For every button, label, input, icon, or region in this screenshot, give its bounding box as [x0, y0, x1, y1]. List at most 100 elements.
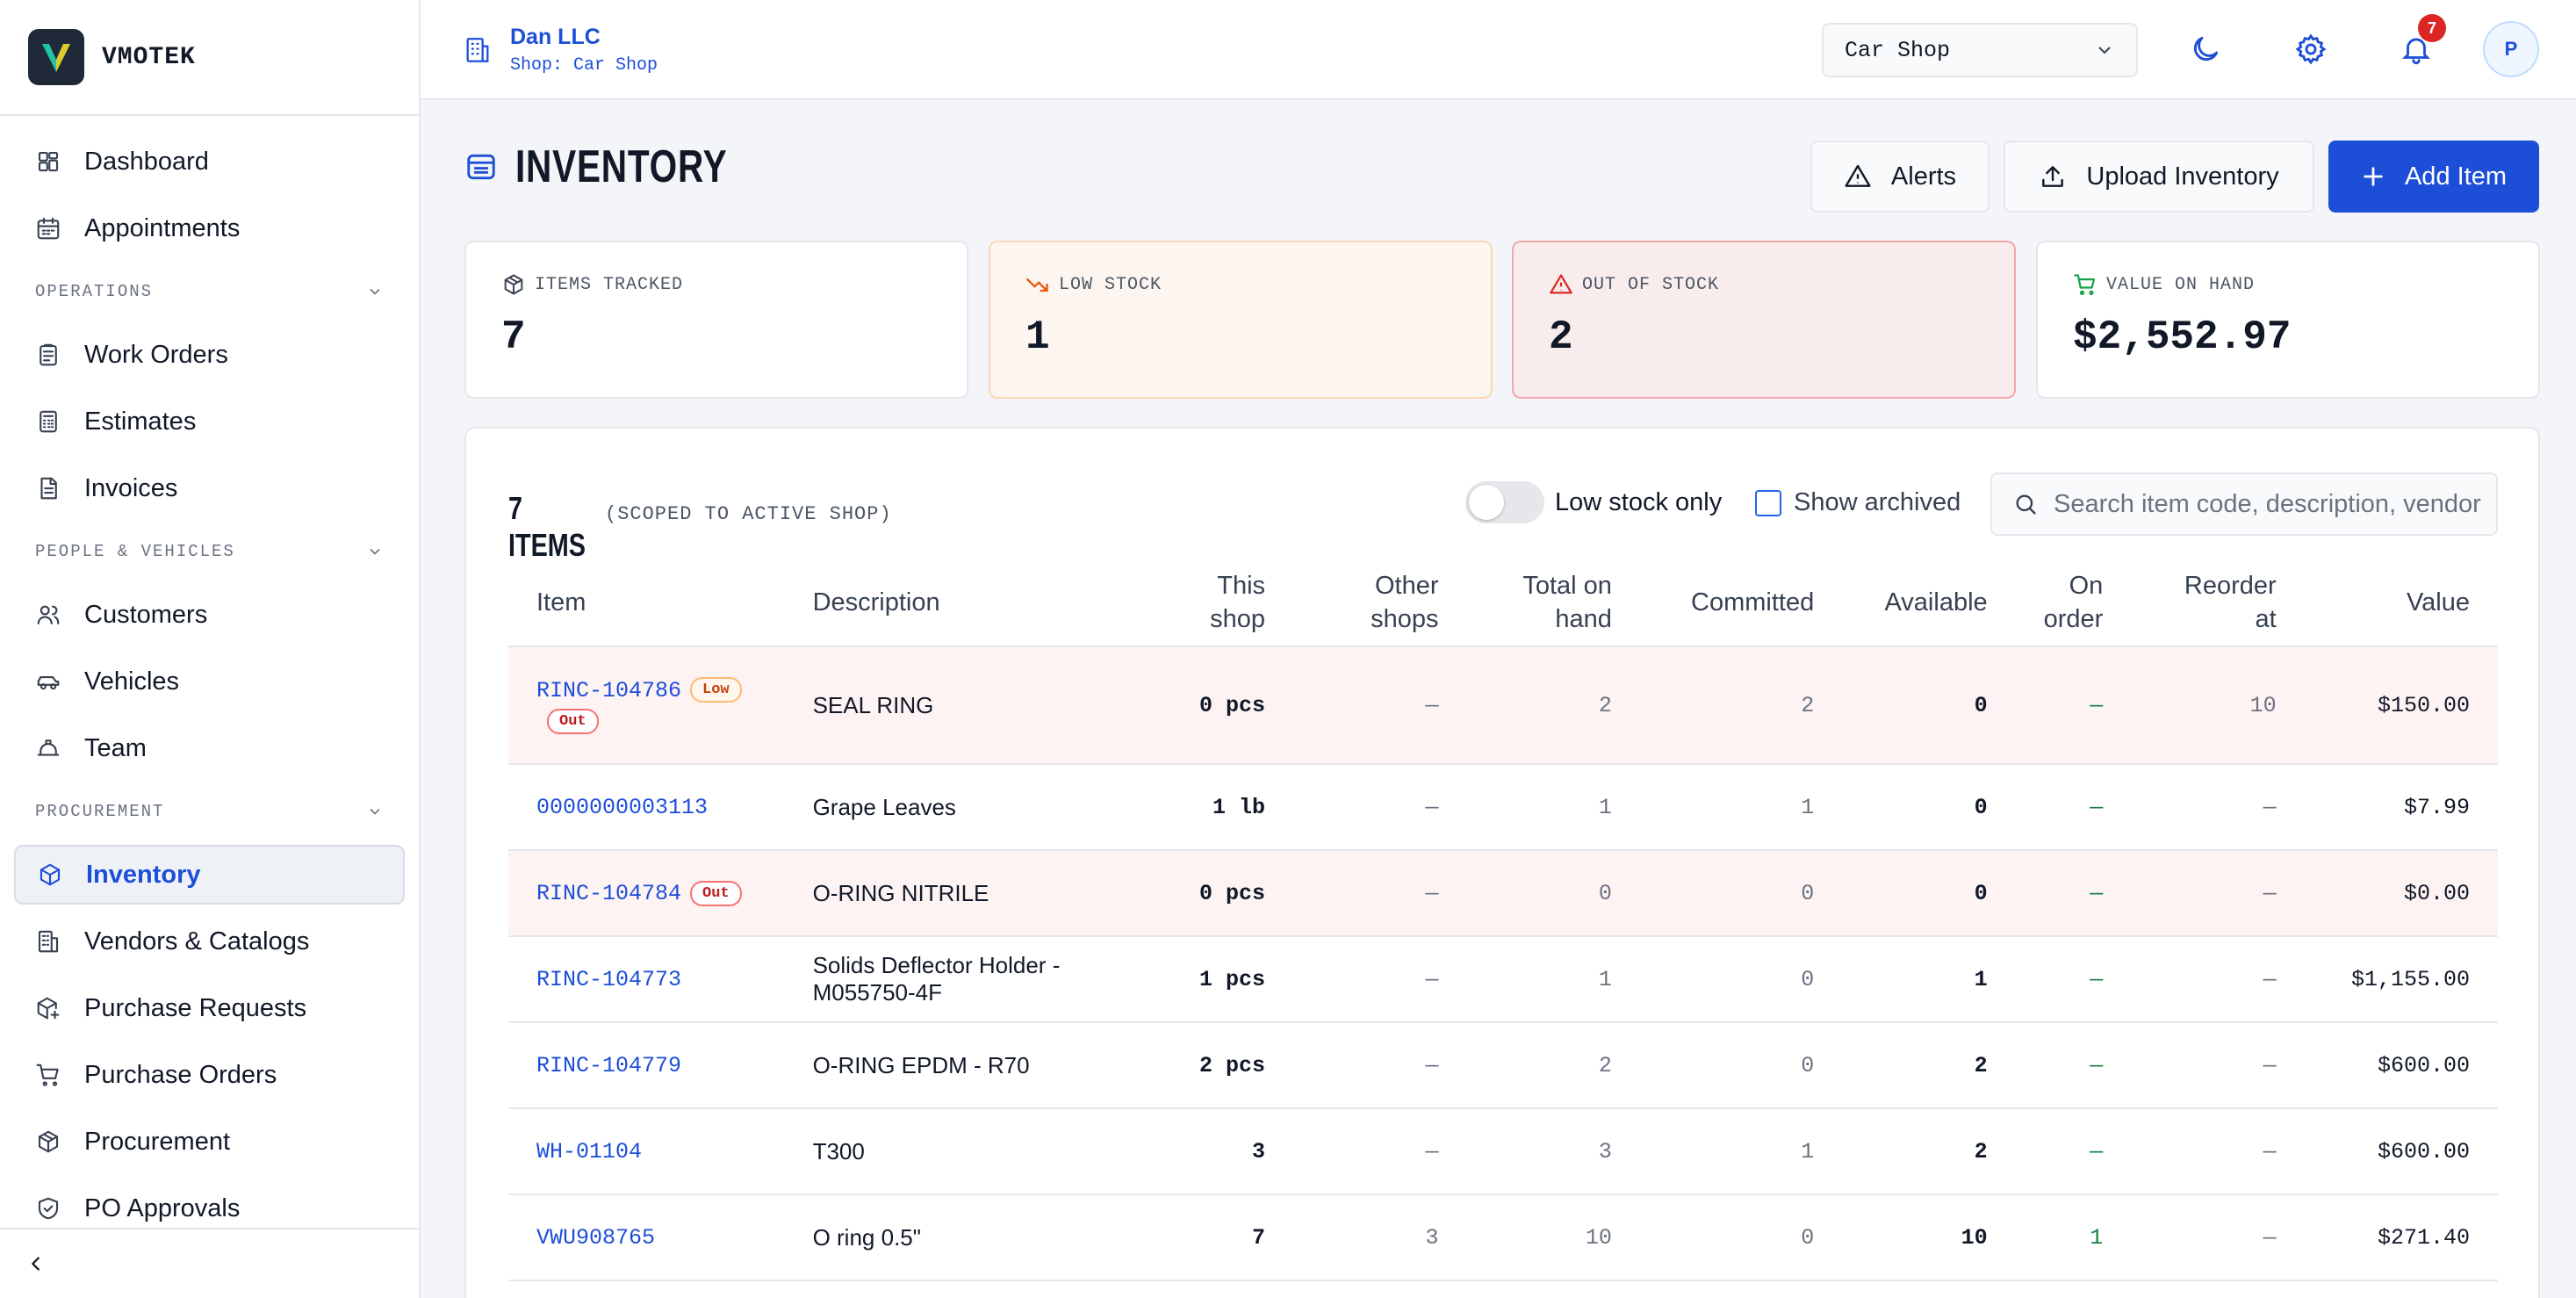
sidebar-item-inventory[interactable]: Inventory: [14, 845, 405, 905]
table-row[interactable]: RINC-104779 O-RING EPDM - R70 2 pcs —2 0 2— — $…: [508, 1022, 2498, 1109]
brand-name: VMOTEK: [102, 43, 196, 71]
cell-total: 3: [1438, 1108, 1612, 1195]
cell-item: RINC-104773: [508, 936, 813, 1023]
add-item-button[interactable]: Add Item: [2328, 141, 2539, 213]
column-header-line: order: [2043, 604, 2104, 633]
table-row[interactable]: 0000000003113 Grape Leaves 1 lb —1 1 0— — $7.99: [508, 764, 2498, 851]
item-code-link[interactable]: RINC-104773: [536, 967, 682, 992]
item-code-link[interactable]: RINC-104784: [536, 881, 682, 906]
settings-button[interactable]: [2286, 25, 2335, 74]
cell-other-shops: —: [1265, 1022, 1439, 1109]
gear-icon: [2295, 33, 2327, 65]
table-row[interactable]: WH-01104 T300 3—3 1 2— — $600.00: [508, 1108, 2498, 1195]
sidebar-item-estimates[interactable]: Estimates: [14, 392, 405, 451]
sidebar-item-invoices[interactable]: Invoices: [14, 458, 405, 518]
search-input[interactable]: [2054, 489, 2493, 519]
table-row[interactable]: RINC-104786 Low Out SEAL RING 0 pcs —2 2 0—10 $1…: [508, 646, 2498, 765]
sidebar-item-label: Vehicles: [84, 667, 180, 696]
top-header: Dan LLC Shop: Car Shop Car Shop 7 P: [421, 0, 2576, 100]
collapse-sidebar-button[interactable]: [0, 1228, 419, 1298]
cell-reorder: —: [2103, 764, 2277, 851]
cart-icon: [2074, 274, 2096, 295]
alerts-button[interactable]: Alerts: [1810, 141, 1990, 213]
cell-available: 1: [1814, 936, 1988, 1023]
sidebar-item-dashboard[interactable]: Dashboard: [14, 132, 405, 191]
column-header-line: shop: [1210, 604, 1266, 633]
sidebar-item-team[interactable]: Team: [14, 718, 405, 778]
column-header-available[interactable]: Available: [1814, 560, 1988, 647]
shop-select[interactable]: Car Shop: [1822, 23, 2138, 77]
table-row[interactable]: RINC-104773 Solids Deflector Holder - M05…: [508, 936, 2498, 1023]
sidebar-section-procurement[interactable]: PROCUREMENT: [14, 790, 405, 833]
cart-icon: [36, 1064, 59, 1086]
cell-committed: 1: [1611, 1108, 1815, 1195]
column-header-value[interactable]: Value: [2276, 560, 2498, 647]
vmotek-logo-icon: [28, 29, 84, 85]
plus-icon: [2364, 167, 2383, 186]
cell-item: RINC-104786 Low Out: [508, 646, 813, 765]
stat-label: ITEMS TRACKED: [535, 274, 684, 295]
theme-toggle-button[interactable]: [2181, 25, 2230, 74]
column-header-total[interactable]: Total on hand: [1438, 560, 1612, 647]
item-code-link[interactable]: RINC-104779: [536, 1053, 682, 1078]
sidebar-item-label: Vendors & Catalogs: [84, 927, 310, 955]
table-row[interactable]: RINC-104784 Out O-RING NITRILE 0 pcs —0 0 0— — $…: [508, 850, 2498, 937]
stat-value: 1: [1025, 314, 1050, 360]
low-stock-toggle[interactable]: [1465, 481, 1544, 523]
column-header-line: Other: [1374, 571, 1439, 600]
cell-description: SEAL RING: [812, 646, 1102, 765]
sidebar-item-appointments[interactable]: Appointments: [14, 198, 405, 258]
table-header-row: Item Description This shop Other shops Total o…: [508, 560, 2498, 647]
sidebar-item-procurement[interactable]: Procurement: [14, 1112, 405, 1172]
scope-note: (SCOPED TO ACTIVE SHOP): [605, 503, 892, 525]
upload-icon: [2042, 166, 2064, 187]
sidebar-item-label: Invoices: [84, 473, 178, 502]
cell-description: T300: [812, 1108, 1102, 1195]
sidebar-section-people-and-vehicles[interactable]: PEOPLE & VEHICLES: [14, 530, 405, 573]
column-header-line: Description: [812, 588, 940, 617]
cell-item: VWU908765: [508, 1194, 813, 1281]
notifications-button[interactable]: 7: [2392, 14, 2446, 74]
column-header-committed[interactable]: Committed: [1611, 560, 1815, 647]
column-header-this-shop[interactable]: This shop: [1101, 560, 1266, 647]
stat-label: OUT OF STOCK: [1582, 274, 1720, 295]
column-header-reorder[interactable]: Reorder at: [2103, 560, 2277, 647]
item-code-link[interactable]: WH-01104: [536, 1139, 643, 1165]
sidebar-item-work-orders[interactable]: Work Orders: [14, 325, 405, 385]
column-header-other-shops[interactable]: Other shops: [1265, 560, 1439, 647]
sidebar-item-po-approvals[interactable]: PO Approvals: [14, 1179, 405, 1238]
item-code-link[interactable]: RINC-104786: [536, 677, 682, 703]
cell-value: $600.00: [2276, 1108, 2498, 1195]
calculator-icon: [40, 410, 57, 433]
cell-value: $7.99: [2276, 764, 2498, 851]
chevron-down-icon: [2098, 47, 2111, 54]
out-badge: Out: [690, 880, 742, 906]
dashboard-icon: [38, 151, 59, 172]
cell-description: O-RING NITRILE: [812, 850, 1102, 937]
chevron-left-icon: [32, 1257, 40, 1271]
table-row[interactable]: VWU908765 O ring 0.5" 7 3 10 0 10 1— $271.40: [508, 1194, 2498, 1281]
column-header-description[interactable]: Description: [812, 560, 1102, 647]
sidebar-item-purchase-requests[interactable]: Purchase Requests: [14, 978, 405, 1038]
sidebar-section-operations[interactable]: OPERATIONS: [14, 270, 405, 313]
sidebar-item-purchase-orders[interactable]: Purchase Orders: [14, 1045, 405, 1105]
cell-description: O-RING EPDM - R70: [812, 1022, 1102, 1109]
sidebar-item-vehicles[interactable]: Vehicles: [14, 652, 405, 711]
sidebar-item-customers[interactable]: Customers: [14, 585, 405, 645]
column-header-item[interactable]: Item: [508, 560, 813, 647]
upload-inventory-button[interactable]: Upload Inventory: [2004, 141, 2314, 213]
trending-down-icon: [1026, 278, 1048, 292]
cell-total: 1: [1438, 936, 1612, 1023]
column-header-on-order[interactable]: On order: [1987, 560, 2104, 647]
brand[interactable]: VMOTEK: [0, 0, 419, 116]
inventory-icon: [467, 154, 495, 180]
show-archived-checkbox[interactable]: [1755, 490, 1781, 516]
item-code-link[interactable]: VWU908765: [536, 1225, 656, 1251]
item-code-link[interactable]: 0000000003113: [536, 795, 709, 820]
user-avatar[interactable]: P: [2483, 21, 2539, 77]
sidebar-item-vendors-and-catalogs[interactable]: Vendors & Catalogs: [14, 912, 405, 971]
low-badge: Low: [690, 677, 742, 703]
column-header-line: Value: [2406, 588, 2470, 617]
cell-reorder: —: [2103, 1194, 2277, 1281]
